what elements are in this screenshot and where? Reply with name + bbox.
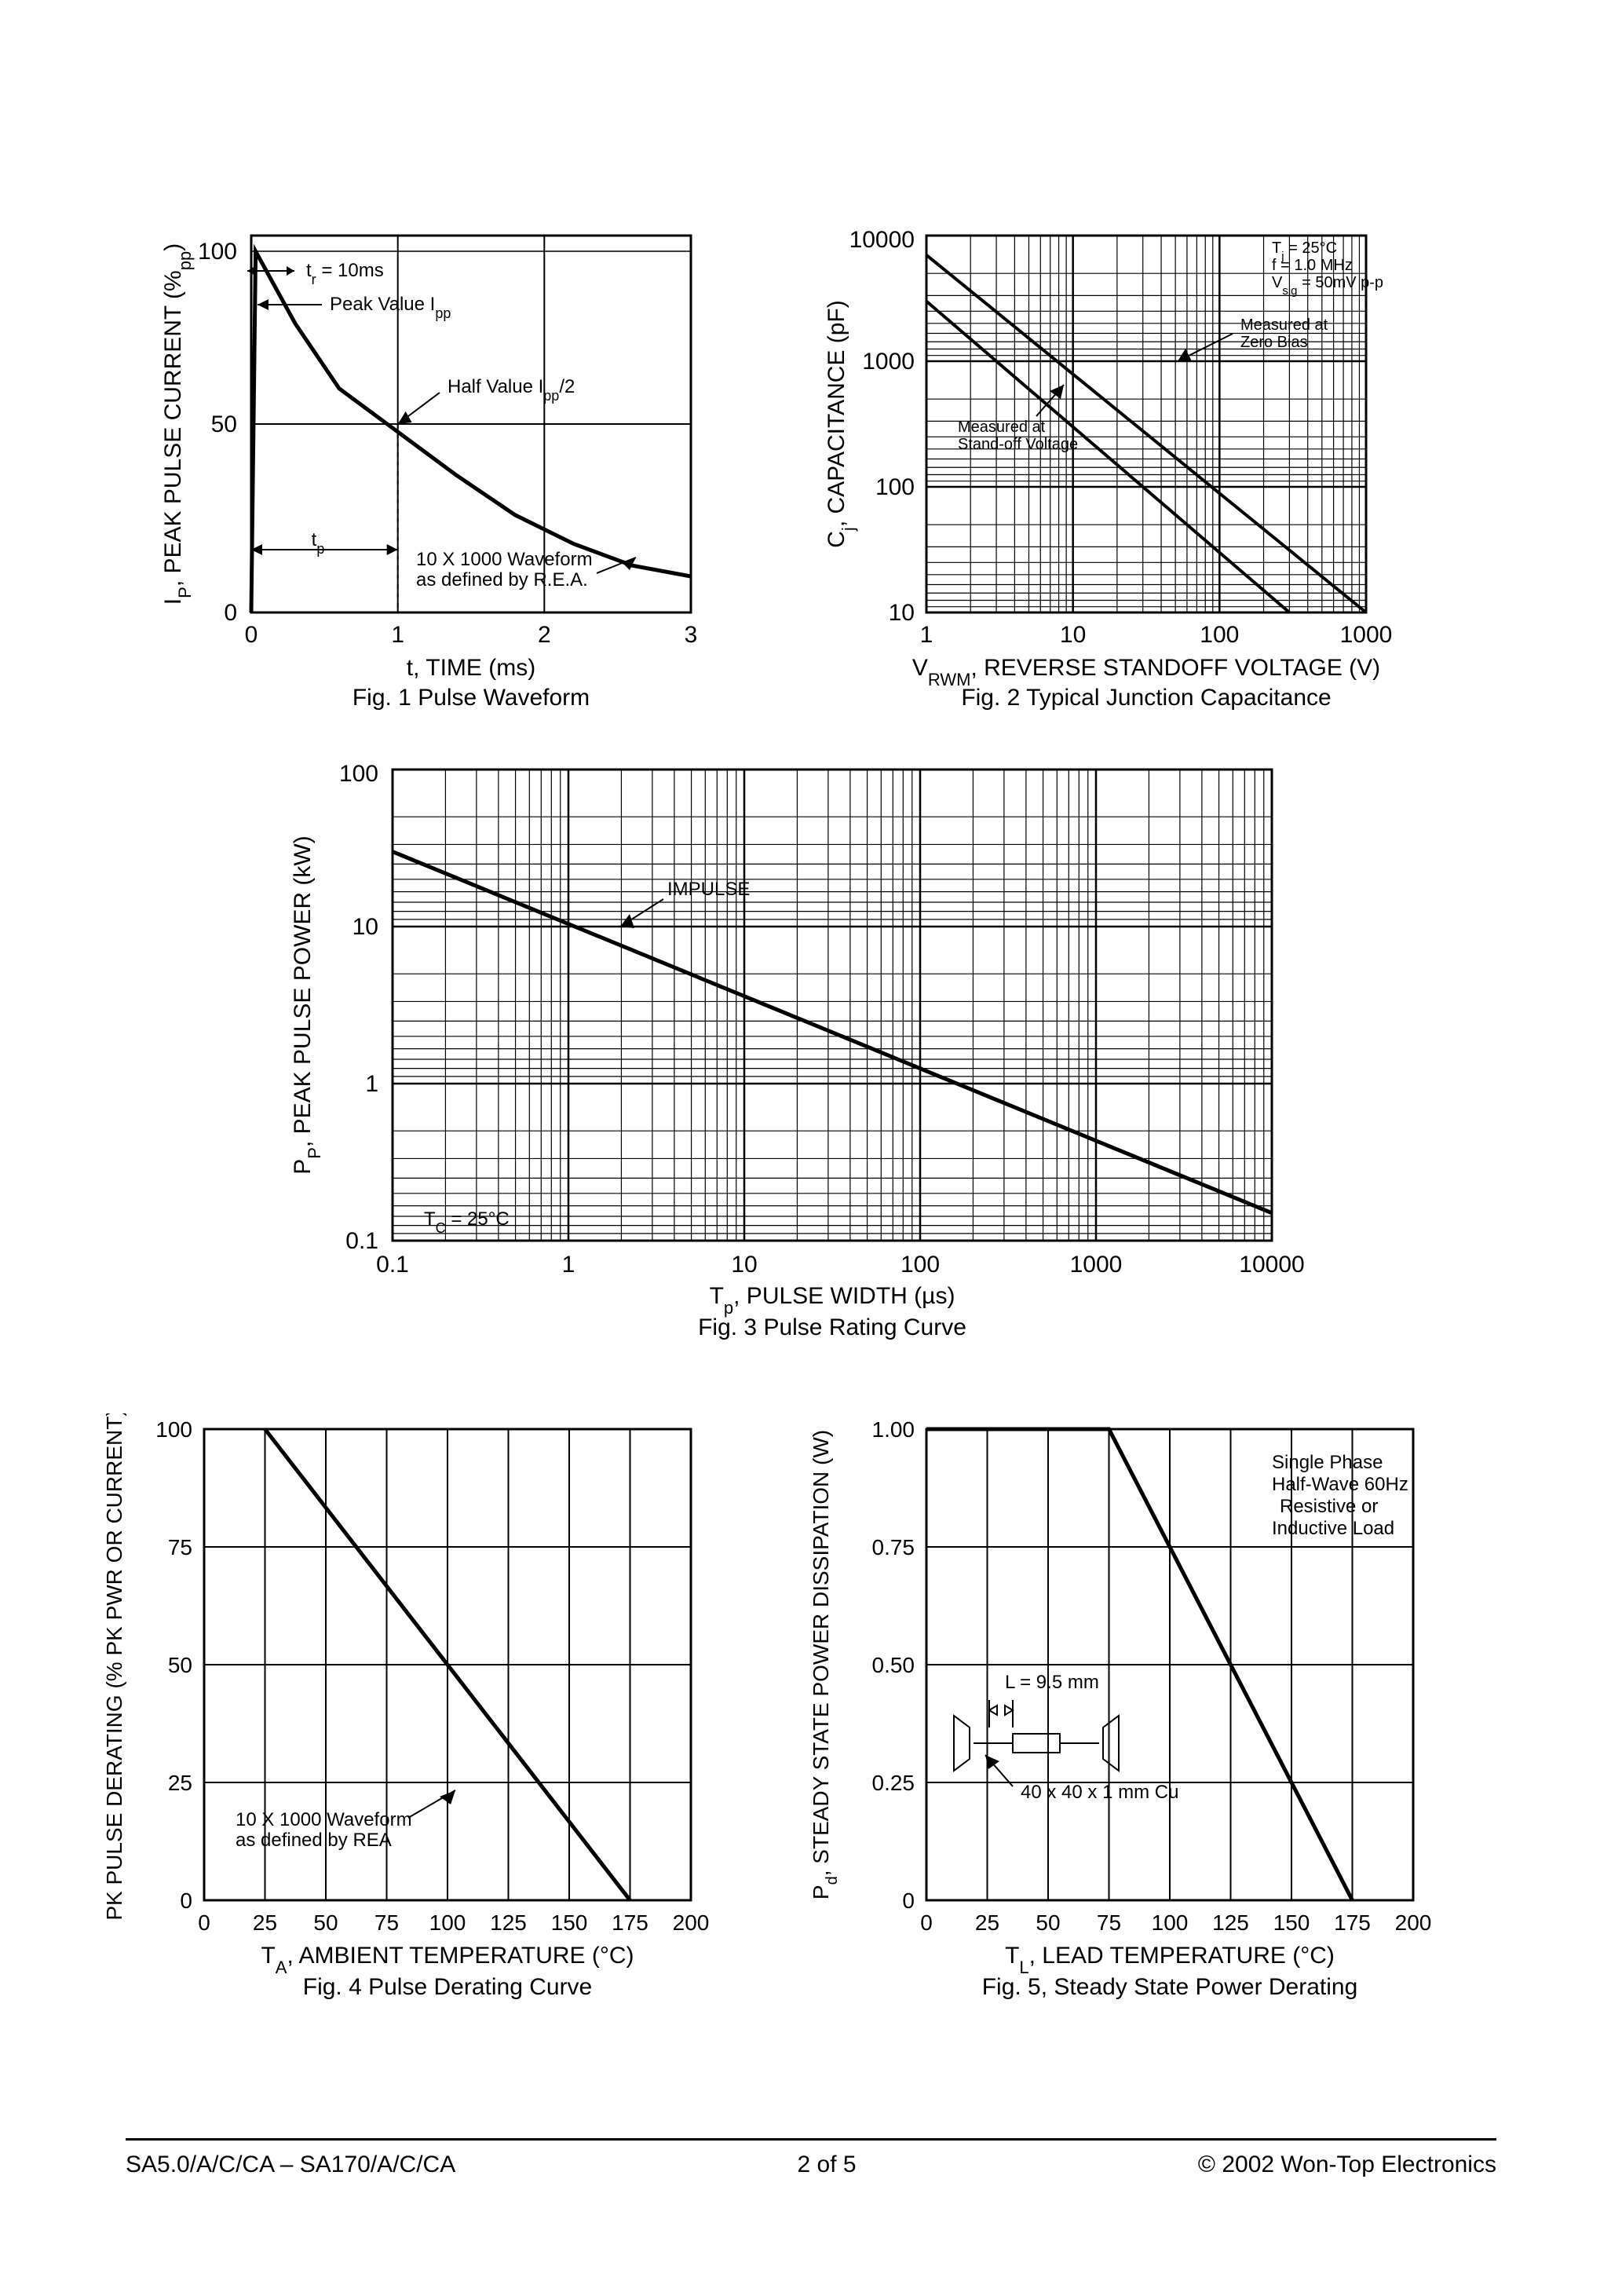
fig5-ann-L: L = 9.5 mm [1005,1672,1099,1693]
fig2-xtick: 1000 [1340,622,1393,648]
fig1-xtick: 2 [538,622,551,648]
svg-text:200: 200 [673,1910,710,1935]
svg-text:0.75: 0.75 [872,1535,915,1559]
page-footer: SA5.0/A/C/CA – SA170/A/C/CA 2 of 5 © 200… [126,2138,1496,2178]
fig4-chart: 0 25 50 75 100 125 150 175 200 0 25 50 75 100 10 X 1… [94,1413,738,2026]
fig4-xlabel: TA, AMBIENT TEMPERATURE (°C) [261,1943,634,1977]
fig1-ytick: 50 [211,411,237,437]
fig2-chart: 1 10 100 1000 10 100 1000 10000 Tj = 25°… [816,220,1429,722]
svg-text:0.50: 0.50 [872,1653,915,1677]
fig3-xtick: 1 [562,1252,575,1278]
fig1-xtick: 1 [391,622,404,648]
svg-text:100: 100 [429,1910,466,1935]
fig3-xtick: 10 [731,1252,757,1278]
footer-left: SA5.0/A/C/CA – SA170/A/C/CA [126,2152,455,2178]
svg-text:175: 175 [1334,1910,1371,1935]
fig3-ytick: 10 [353,914,378,940]
fig4-ylabel: PK PULSE DERATING (% PK PWR OR CURRENT) [102,1413,126,1921]
svg-text:75: 75 [1097,1910,1121,1935]
svg-text:150: 150 [551,1910,588,1935]
fig5-ann-top: Single PhaseHalf-Wave 60HzResistive orIn… [1272,1452,1408,1539]
fig2-xlabel: VRWM, REVERSE STANDOFF VOLTAGE (V) [912,655,1380,689]
svg-text:0: 0 [920,1910,933,1935]
svg-text:50: 50 [313,1910,338,1935]
fig5-chart: 0 25 50 75 100 125 150 175 200 0 0.25 0.50 0.75 1.00… [801,1413,1476,2026]
fig1-xlabel: t, TIME (ms) [407,655,535,681]
fig3-ytick: 100 [339,761,378,787]
svg-text:25: 25 [253,1910,277,1935]
fig3-ytick: 0.1 [345,1228,378,1254]
fig2-ytick: 10 [889,600,915,626]
svg-text:75: 75 [374,1910,399,1935]
svg-text:50: 50 [168,1653,192,1677]
svg-text:100: 100 [155,1417,192,1442]
svg-text:175: 175 [612,1910,648,1935]
svg-text:50: 50 [1036,1910,1060,1935]
fig2-xtick: 1 [920,622,933,648]
fig4-ann: 10 X 1000 Waveformas defined by REA [236,1809,412,1851]
fig2-xtick: 100 [1200,622,1239,648]
svg-text:125: 125 [1212,1910,1249,1935]
fig1-chart: 0 1 2 3 0 50 100 tr = 10ms Peak Value Ip… [157,220,738,722]
fig3-ylabel: PP, PEAK PULSE POWER (kW) [290,835,324,1174]
footer-right: © 2002 Won-Top Electronics [1198,2152,1496,2178]
fig2-ytick: 10000 [849,227,915,253]
fig1-ann-wave: 10 X 1000 Waveformas defined by R.E.A. [416,549,593,590]
fig3-caption: Fig. 3 Pulse Rating Curve [698,1314,966,1340]
svg-text:200: 200 [1395,1910,1432,1935]
fig3-xtick: 10000 [1239,1252,1304,1278]
fig3-xtick: 0.1 [376,1252,409,1278]
svg-text:0: 0 [902,1888,915,1913]
fig1-ytick: 100 [198,239,237,265]
svg-text:150: 150 [1273,1910,1310,1935]
fig3-ann-tc: TC = 25°C [424,1208,510,1236]
fig1-caption: Fig. 1 Pulse Waveform [353,685,590,711]
svg-text:75: 75 [168,1535,192,1559]
svg-text:100: 100 [1152,1910,1189,1935]
svg-text:1.00: 1.00 [872,1417,915,1442]
svg-text:0: 0 [198,1910,210,1935]
fig3-chart: 0.1 1 10 100 1000 10000 0.1 1 10 100 IMP… [283,754,1350,1366]
fig2-ylabel: Cj, CAPACITANCE (pF) [824,300,858,547]
fig5-caption: Fig. 5, Steady State Power Derating [982,1974,1358,2000]
fig2-ann-standoff: Measured atStand-off Voltage [958,419,1078,453]
svg-text:125: 125 [490,1910,527,1935]
svg-text:25: 25 [975,1910,999,1935]
fig3-xtick: 1000 [1070,1252,1123,1278]
fig1-ylabel: IP, PEAK PULSE CURRENT (%pp) [160,243,195,605]
svg-text:0: 0 [180,1888,192,1913]
fig5-xlabel: TL, LEAD TEMPERATURE (°C) [1005,1943,1335,1977]
fig2-ytick: 1000 [862,349,915,375]
fig1-ann-peak: Peak Value Ipp [330,294,451,321]
fig3-xlabel: Tp, PULSE WIDTH (µs) [710,1283,955,1318]
svg-text:25: 25 [168,1771,192,1795]
fig2-caption: Fig. 2 Typical Junction Capacitance [961,685,1331,711]
fig3-ytick: 1 [365,1071,378,1097]
fig4-caption: Fig. 4 Pulse Derating Curve [303,1974,593,2000]
fig2-xtick: 10 [1060,622,1086,648]
fig2-ytick: 100 [875,474,915,500]
fig5-ann-cu: 40 x 40 x 1 mm Cu [1021,1782,1178,1803]
fig1-ann-half: Half Value Ipp/2 [448,376,575,404]
fig1-ann-tr: tr = 10ms [306,260,384,287]
svg-text:0.25: 0.25 [872,1771,915,1795]
fig5-ylabel: Pd, STEADY STATE POWER DISSIPATION (W) [809,1430,841,1899]
footer-center: 2 of 5 [798,2152,857,2178]
fig1-ytick: 0 [224,600,237,626]
fig3-ann-impulse: IMPULSE [667,879,750,900]
fig1-ann-tp: tp [312,529,325,557]
fig1-xtick: 0 [245,622,258,648]
fig1-xtick: 3 [685,622,698,648]
fig3-xtick: 100 [901,1252,940,1278]
page: 0 1 2 3 0 50 100 tr = 10ms Peak Value Ip… [0,0,1622,2296]
